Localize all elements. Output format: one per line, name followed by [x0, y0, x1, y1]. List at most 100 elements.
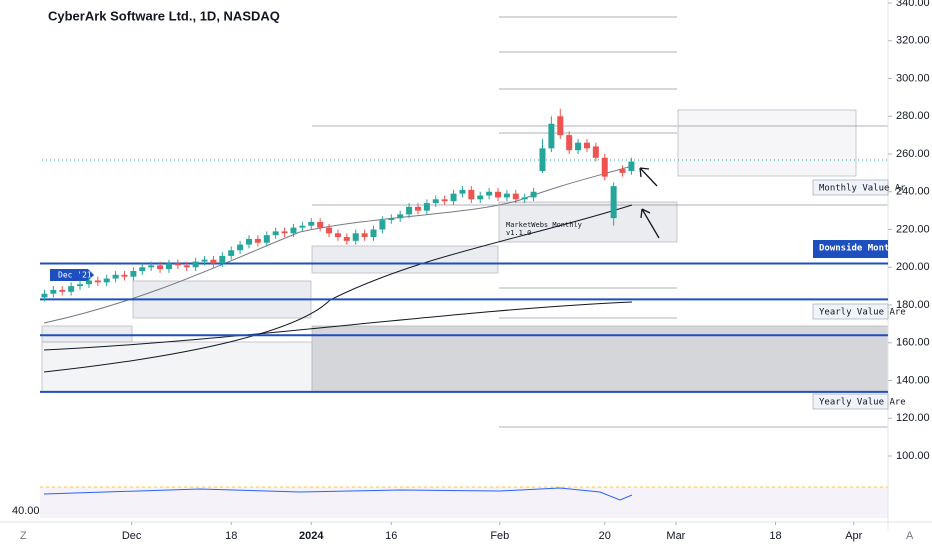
- value-boxes: [41, 109, 889, 393]
- scale-button[interactable]: Z: [20, 530, 27, 542]
- candle-body: [237, 244, 244, 251]
- candle-body: [566, 135, 573, 151]
- y-tick-label: 120.00: [896, 412, 930, 424]
- annotation: Yearly Value Are: [819, 308, 906, 318]
- candle-body: [308, 221, 315, 226]
- candle-body: [121, 274, 128, 277]
- candle-body: [583, 142, 590, 149]
- label-box: [50, 269, 94, 281]
- candle-body: [530, 191, 537, 198]
- y-tick-label: 160.00: [896, 337, 930, 349]
- candle-body: [423, 203, 430, 211]
- y-tick-label: 340.00: [896, 0, 930, 9]
- candle-body: [139, 267, 146, 272]
- y-tick-label: 240.00: [896, 186, 930, 198]
- candle-body: [512, 193, 519, 200]
- candle-body: [50, 289, 57, 294]
- candle-body: [361, 233, 368, 238]
- candle-body: [601, 157, 608, 177]
- box: [677, 109, 857, 177]
- candle-body: [334, 233, 341, 238]
- candle-body: [539, 148, 546, 171]
- candle-body: [165, 263, 172, 270]
- y-tick-label: 140.00: [896, 374, 930, 386]
- x-tick-label: 18: [769, 530, 781, 542]
- candle-body: [397, 214, 404, 219]
- ma-short: [43, 165, 633, 324]
- candle-body: [495, 191, 502, 198]
- candle-body: [59, 289, 66, 292]
- x-tick-label: Mar: [666, 530, 685, 542]
- annotation: Downside Monthly: [819, 243, 906, 254]
- candle-body: [370, 229, 377, 238]
- candle-body: [85, 280, 92, 285]
- annotation: Monthly Value Ar: [819, 184, 906, 194]
- box: [498, 201, 678, 243]
- candle-body: [441, 199, 448, 202]
- candle-body: [245, 238, 252, 245]
- candle-body: [130, 271, 137, 277]
- candle-body: [68, 286, 75, 292]
- x-tick-label: Feb: [490, 530, 509, 542]
- candle-body: [77, 284, 84, 287]
- x-tick-label: 20: [599, 530, 611, 542]
- candle-body: [317, 221, 324, 228]
- candle-body: [183, 265, 190, 268]
- candle-body: [459, 189, 466, 194]
- y-tick-label: 280.00: [896, 110, 930, 122]
- x-tick-label: Apr: [845, 530, 862, 542]
- label-box: [812, 179, 889, 196]
- candle-body: [281, 231, 288, 234]
- annotation: Dec '21: [58, 271, 92, 280]
- candle-body: [477, 195, 484, 200]
- label-box: [812, 393, 889, 410]
- candle-body: [299, 225, 306, 228]
- candle-body: [592, 146, 599, 158]
- x-tick-label: Dec: [122, 530, 142, 542]
- candle-body: [94, 280, 101, 283]
- candle-body: [432, 199, 439, 204]
- candle-body: [628, 161, 635, 171]
- candle-body: [326, 227, 333, 234]
- label-box: [812, 303, 889, 320]
- candle-body: [619, 169, 626, 173]
- candle-body: [575, 142, 582, 151]
- candle-body: [228, 250, 235, 256]
- candle-body: [521, 197, 528, 200]
- candle-body: [343, 237, 350, 241]
- candle-body: [610, 186, 617, 219]
- x-tick-label: 18: [225, 530, 237, 542]
- candle-body: [352, 233, 359, 241]
- candle-body: [157, 265, 164, 270]
- candle-body: [450, 193, 457, 202]
- candle-body: [103, 278, 110, 283]
- candle-body: [201, 259, 208, 262]
- candle-body: [41, 293, 48, 298]
- scale-button[interactable]: A: [906, 530, 914, 542]
- candle-body: [557, 116, 564, 136]
- oscillator-line: [43, 487, 633, 501]
- annotation: MarketWebs Monthly: [506, 221, 582, 229]
- candle-body: [210, 259, 217, 264]
- candle-body: [254, 238, 261, 243]
- candle-body: [548, 123, 555, 149]
- y-tick-label: 260.00: [896, 148, 930, 160]
- candle-body: [290, 227, 297, 234]
- y-tick-label: 180.00: [896, 299, 930, 311]
- chart-title: CyberArk Software Ltd., 1D, NASDAQ: [48, 8, 280, 23]
- box: [41, 341, 313, 393]
- candle-body: [272, 231, 279, 236]
- candle-body: [174, 263, 181, 266]
- arrow: [640, 208, 660, 239]
- x-tick-label: 16: [385, 530, 397, 542]
- candle-body: [406, 206, 413, 215]
- y-tick-label: 320.00: [896, 35, 930, 47]
- candle-body: [414, 206, 421, 211]
- y-tick-label: 100.00: [896, 450, 930, 462]
- label-box: [813, 240, 888, 258]
- oscillator-band: [40, 487, 888, 518]
- arrow: [639, 167, 658, 187]
- box: [41, 325, 133, 343]
